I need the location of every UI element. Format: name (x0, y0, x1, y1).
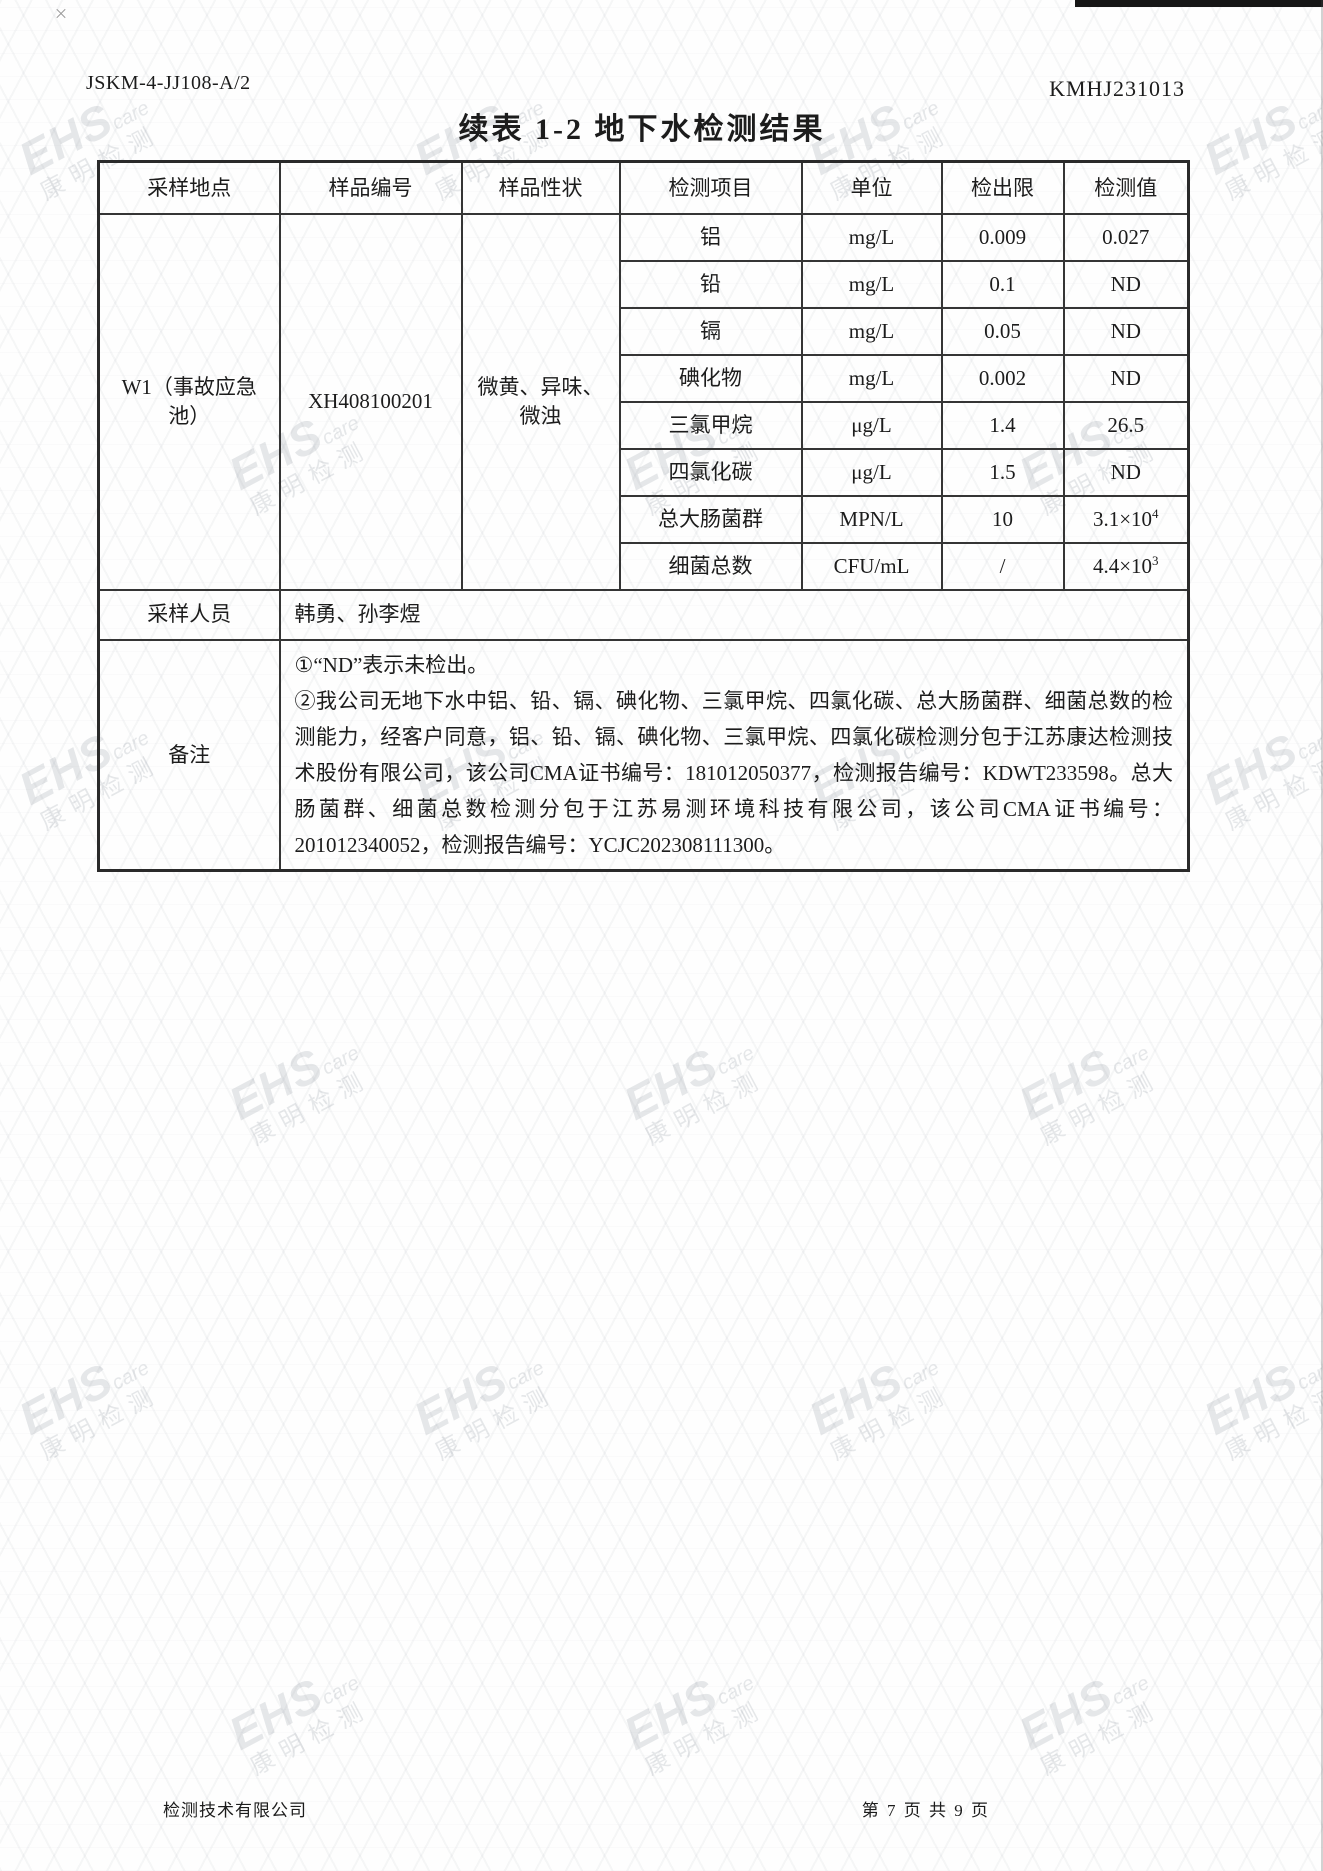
unit-cell: CFU/mL (800, 541, 943, 591)
remark-paragraph: ②我公司无地下水中铝、铅、镉、碘化物、三氯甲烷、四氯化碳、总大肠菌群、细菌总数的… (294, 688, 1174, 858)
table-row: 镉 mg/L 0.05 ND (99, 306, 1190, 356)
remark-row: 备注 ①“ND”表示未检出。 ②我公司无地下水中铝、铅、镉、碘化物、三氯甲烷、四氯… (97, 638, 1190, 872)
detection-limit-cell: 0.1 (940, 259, 1065, 309)
item-cell: 碘化物 (618, 353, 803, 403)
result-value-cell: 4.4×103 (1062, 541, 1190, 591)
result-value-cell: ND (1062, 306, 1190, 356)
table-row: 碘化物 mg/L 0.002 ND (99, 353, 1190, 403)
header-row: 采样地点 样品编号 样品性状 检测项目 单位 检出限 检测值 (97, 160, 1190, 215)
result-value-cell: ND (1062, 259, 1190, 309)
table-row: W1（事故应急池） XH408100201 微黄、异味、微浊铝 mg/L 0.009 0.… (97, 212, 1190, 591)
sampler-value: 韩勇、孙李煜 (278, 588, 1190, 641)
table-row: 四氯化碳 μg/L 1.5 ND (99, 447, 1190, 497)
watermark: EHScare 康明检测 (615, 1668, 771, 1781)
page-title: 续表 1-2 地下水检测结果 (458, 113, 826, 146)
unit-cell: mg/L (800, 306, 943, 356)
item-cell: 三氯甲烷 (618, 400, 803, 450)
item-cell: 细菌总数 (618, 541, 803, 591)
result-value-cell: 0.027 (1062, 212, 1190, 262)
item-cell: 铝 (618, 212, 803, 262)
item-cell: 铅 (618, 259, 803, 309)
results-body: W1（事故应急池） XH408100201 微黄、异味、微浊铝 mg/L 0.009 0.… (97, 212, 1190, 591)
unit-cell: μg/L (800, 400, 943, 450)
unit-cell: mg/L (800, 259, 943, 309)
detection-limit-cell: 0.009 (940, 212, 1065, 262)
unit-cell: mg/L (800, 212, 943, 262)
sample-location: W1（事故应急池） (97, 212, 281, 591)
col-header-unit: 单位 (800, 160, 943, 215)
detection-limit-cell: / (940, 541, 1065, 591)
footer-company: 检测技术有限公司 (163, 1801, 307, 1820)
unit-cell: MPN/L (800, 494, 943, 544)
watermark: EHScare 康明检测 (615, 1038, 771, 1151)
item-cell: 镉 (618, 306, 803, 356)
table-row: 细菌总数 CFU/mL/4.4×103 (99, 541, 1190, 591)
result-value-cell: 3.1×104 (1062, 494, 1190, 544)
detection-limit-cell: 0.002 (940, 353, 1065, 403)
result-value-cell: ND (1062, 353, 1190, 403)
sample-number: XH408100201 (278, 212, 463, 591)
col-header-location: 采样地点 (97, 160, 281, 215)
detection-limit-cell: 0.05 (940, 306, 1065, 356)
table-row: 铅 mg/L 0.1 ND (99, 259, 1190, 309)
col-header-appearance: 样品性状 (460, 160, 621, 215)
col-header-detection-limit: 检出限 (940, 160, 1065, 215)
exponent: 3 (1152, 552, 1159, 568)
col-header-result: 检测值 (1062, 160, 1190, 215)
sampler-row: 采样人员 韩勇、孙李煜 (97, 588, 1190, 641)
watermark: EHScare 康明检测 (220, 1668, 376, 1781)
exponent: 4 (1152, 505, 1159, 521)
result-value-cell: 26.5 (1062, 400, 1190, 450)
table-row: 三氯甲烷 μg/L 1.4 26.5 (99, 400, 1190, 450)
watermark: EHScare 康明检测 (405, 1353, 561, 1466)
watermark: EHScare 康明检测 (220, 1038, 376, 1151)
unit-cell: μg/L (800, 447, 943, 497)
watermark: EHScare 康明检测 (1195, 1353, 1323, 1466)
item-cell: 总大肠菌群 (618, 494, 803, 544)
watermark: EHScare 康明检测 (10, 1353, 166, 1466)
results-table: 采样地点 样品编号 样品性状 检测项目 单位 检出限 检测值 W1（事故应急池）… (97, 160, 1190, 873)
table-row: 总大肠菌群 MPN/L 10 3.1×104 (99, 494, 1190, 544)
remarks-content: ①“ND”表示未检出。 ②我公司无地下水中铝、铅、镉、碘化物、三氯甲烷、四氯化碳、… (295, 647, 1174, 864)
item-cell: 四氯化碳 (618, 447, 803, 497)
result-value-cell: ND (1062, 447, 1190, 497)
footer-page-number: 第 7 页 共 9 页 (861, 1801, 990, 1820)
remark-cell: ①“ND”表示未检出。 ②我公司无地下水中铝、铅、镉、碘化物、三氯甲烷、四氯化碳、… (278, 638, 1190, 872)
doc-code: JSKM-4-JJ108-A/2 (86, 72, 251, 94)
watermark: EHScare 康明检测 (800, 1353, 956, 1466)
col-header-sample-no: 样品编号 (278, 160, 463, 215)
remark-label: 备注 (97, 638, 281, 872)
scan-artifact-topbar (1075, 0, 1323, 7)
sampler-label: 采样人员 (97, 588, 281, 641)
watermark: EHScare 康明检测 (1010, 1038, 1166, 1151)
detection-limit-cell: 10 (940, 494, 1065, 544)
scan-artifact-cross (55, 8, 67, 20)
scan-artifact-right-edge (1321, 0, 1323, 1871)
col-header-item: 检测项目 (618, 160, 803, 215)
report-number: KMHJ231013 (1049, 76, 1185, 101)
detection-limit-cell: 1.4 (940, 400, 1065, 450)
watermark: EHScare 康明检测 (1010, 1668, 1166, 1781)
sample-appearance: 微黄、异味、微浊 (460, 212, 621, 591)
remark-paragraph: ①“ND”表示未检出。 (294, 652, 489, 677)
unit-cell: mg/L (800, 353, 943, 403)
detection-limit-cell: 1.5 (940, 447, 1065, 497)
